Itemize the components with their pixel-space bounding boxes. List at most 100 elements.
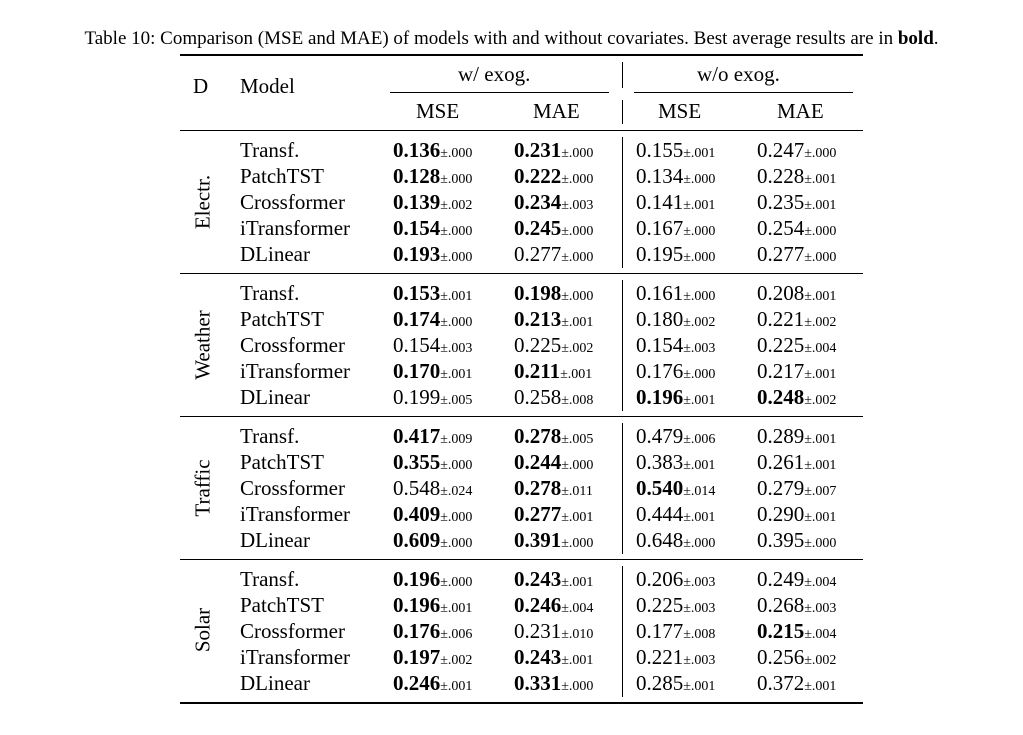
cell-value: 0.444±.001 bbox=[636, 502, 716, 526]
cell-value: 0.176±.006 bbox=[393, 619, 473, 643]
cell-value: 0.141±.001 bbox=[636, 190, 716, 214]
model-name: DLinear bbox=[240, 385, 310, 409]
header-mae-without: MAE bbox=[777, 99, 824, 123]
cell-value: 0.285±.001 bbox=[636, 671, 716, 695]
dataset-label-weather: Weather bbox=[190, 310, 215, 380]
group-rule-3 bbox=[180, 559, 863, 560]
cell-value: 0.290±.001 bbox=[757, 502, 837, 526]
cell-value: 0.154±.003 bbox=[393, 333, 473, 357]
model-name: Crossformer bbox=[240, 476, 345, 500]
header-mse-with: MSE bbox=[416, 99, 460, 123]
cell-value: 0.128±.000 bbox=[393, 164, 473, 188]
cell-value: 0.196±.000 bbox=[393, 567, 473, 591]
cell-value: 0.247±.000 bbox=[757, 138, 837, 162]
cell-value: 0.395±.000 bbox=[757, 528, 837, 552]
cell-value: 0.244±.000 bbox=[514, 450, 594, 474]
model-name: Crossformer bbox=[240, 333, 345, 357]
model-name: Crossformer bbox=[240, 619, 345, 643]
cell-value: 0.211±.001 bbox=[514, 359, 593, 383]
cell-value: 0.231±.000 bbox=[514, 138, 594, 162]
model-name: Transf. bbox=[240, 567, 300, 591]
cell-value: 0.136±.000 bbox=[393, 138, 473, 162]
cell-value: 0.225±.003 bbox=[636, 593, 716, 617]
cell-value: 0.206±.003 bbox=[636, 567, 716, 591]
cell-value: 0.234±.003 bbox=[514, 190, 594, 214]
model-name: iTransformer bbox=[240, 645, 351, 669]
cell-value: 0.245±.000 bbox=[514, 216, 594, 240]
cell-value: 0.196±.001 bbox=[636, 385, 716, 409]
model-name: PatchTST bbox=[240, 307, 324, 331]
cell-value: 0.548±.024 bbox=[393, 476, 473, 500]
vsep-group-3 bbox=[622, 423, 623, 554]
model-name: PatchTST bbox=[240, 164, 324, 188]
cell-value: 0.648±.000 bbox=[636, 528, 716, 552]
cell-value: 0.170±.001 bbox=[393, 359, 473, 383]
group-rule-1 bbox=[180, 273, 863, 274]
cell-value: 0.153±.001 bbox=[393, 281, 473, 305]
cell-value: 0.277±.001 bbox=[514, 502, 594, 526]
cell-value: 0.195±.000 bbox=[636, 242, 716, 266]
cell-value: 0.176±.000 bbox=[636, 359, 716, 383]
cell-value: 0.228±.001 bbox=[757, 164, 837, 188]
cell-value: 0.479±.006 bbox=[636, 424, 716, 448]
model-name: iTransformer bbox=[240, 359, 351, 383]
cell-value: 0.246±.001 bbox=[393, 671, 473, 695]
cell-value: 0.180±.002 bbox=[636, 307, 716, 331]
model-name: Transf. bbox=[240, 424, 300, 448]
cell-value: 0.243±.001 bbox=[514, 645, 594, 669]
vsep-group-2 bbox=[622, 280, 623, 411]
cell-value: 0.225±.004 bbox=[757, 333, 837, 357]
header-dataset: D bbox=[193, 74, 209, 98]
cell-value: 0.193±.000 bbox=[393, 242, 473, 266]
cell-value: 0.208±.001 bbox=[757, 281, 837, 305]
cell-value: 0.196±.001 bbox=[393, 593, 473, 617]
cell-value: 0.177±.008 bbox=[636, 619, 716, 643]
cell-value: 0.198±.000 bbox=[514, 281, 594, 305]
bottom-rule bbox=[180, 702, 863, 704]
header-mae-with: MAE bbox=[533, 99, 580, 123]
model-name: iTransformer bbox=[240, 502, 351, 526]
cell-value: 0.256±.002 bbox=[757, 645, 837, 669]
vsep-group-4 bbox=[622, 566, 623, 697]
group-rule-2 bbox=[180, 416, 863, 417]
model-name: DLinear bbox=[240, 671, 310, 695]
cell-value: 0.609±.000 bbox=[393, 528, 473, 552]
header-group-with-exog: w/ exog. bbox=[458, 62, 531, 86]
cell-value: 0.161±.000 bbox=[636, 281, 716, 305]
cell-value: 0.225±.002 bbox=[514, 333, 594, 357]
cell-value: 0.289±.001 bbox=[757, 424, 837, 448]
cell-value: 0.154±.003 bbox=[636, 333, 716, 357]
dataset-label-electr: Electr. bbox=[190, 174, 215, 230]
cell-value: 0.331±.000 bbox=[514, 671, 594, 695]
cell-value: 0.134±.000 bbox=[636, 164, 716, 188]
cell-value: 0.277±.000 bbox=[757, 242, 837, 266]
dataset-label-solar: Solar bbox=[190, 607, 215, 653]
cell-value: 0.248±.002 bbox=[757, 385, 837, 409]
cell-value: 0.268±.003 bbox=[757, 593, 837, 617]
model-name: DLinear bbox=[240, 528, 310, 552]
cell-value: 0.221±.002 bbox=[757, 307, 837, 331]
cell-value: 0.409±.000 bbox=[393, 502, 473, 526]
model-name: PatchTST bbox=[240, 593, 324, 617]
cell-value: 0.243±.001 bbox=[514, 567, 594, 591]
cell-value: 0.222±.000 bbox=[514, 164, 594, 188]
cell-value: 0.174±.000 bbox=[393, 307, 473, 331]
model-name: Crossformer bbox=[240, 190, 345, 214]
vsep-header-bottom bbox=[622, 100, 623, 124]
header-model: Model bbox=[240, 74, 295, 98]
caption-bold-word: bold bbox=[897, 28, 934, 49]
cell-value: 0.383±.001 bbox=[636, 450, 716, 474]
cell-value: 0.278±.005 bbox=[514, 424, 594, 448]
cell-value: 0.261±.001 bbox=[757, 450, 837, 474]
dataset-label-traffic: Traffic bbox=[190, 459, 215, 517]
cell-value: 0.167±.000 bbox=[636, 216, 716, 240]
cell-value: 0.249±.004 bbox=[757, 567, 837, 591]
cell-value: 0.540±.014 bbox=[636, 476, 716, 500]
cell-value: 0.417±.009 bbox=[393, 424, 473, 448]
model-name: iTransformer bbox=[240, 216, 351, 240]
cell-value: 0.215±.004 bbox=[757, 619, 837, 643]
model-name: Transf. bbox=[240, 138, 300, 162]
vsep-group-1 bbox=[622, 137, 623, 268]
cell-value: 0.221±.003 bbox=[636, 645, 716, 669]
cell-value: 0.391±.000 bbox=[514, 528, 594, 552]
